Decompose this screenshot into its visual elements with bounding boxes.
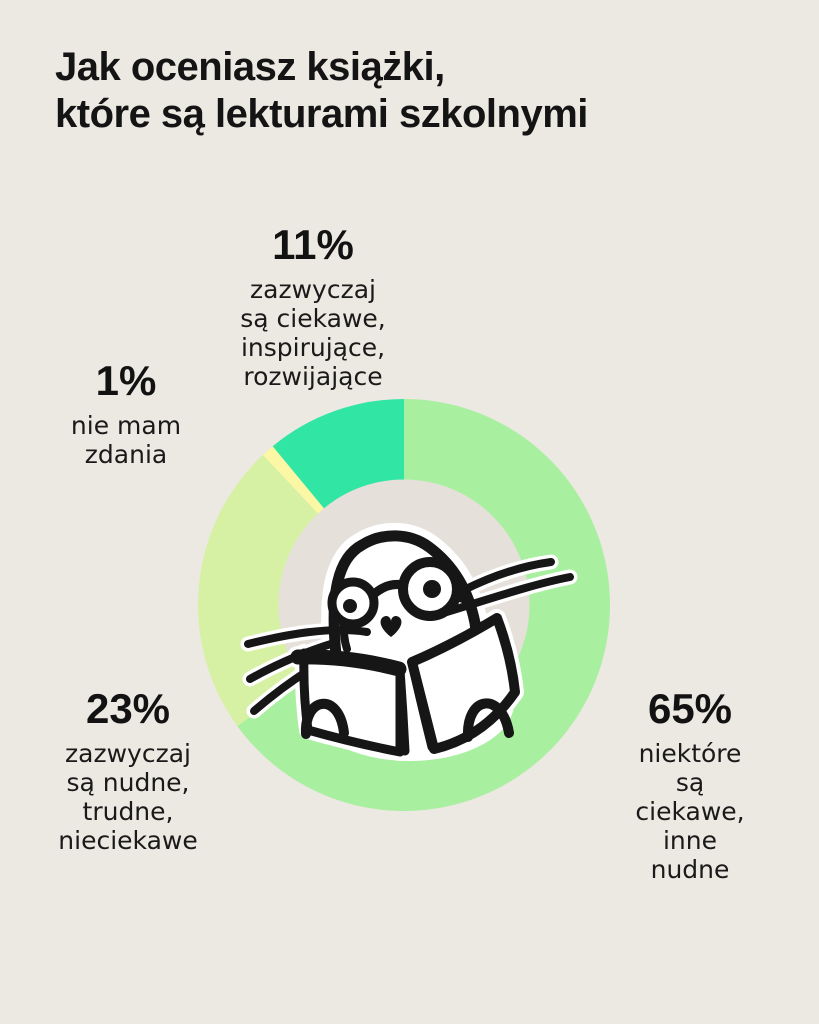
percent-value-11: 11% (272, 221, 354, 268)
callout-65-text: niektóre są ciekawe, inne nudne (626, 739, 755, 884)
book-spine-right (407, 658, 437, 752)
whisker-right-1 (460, 558, 555, 594)
donut-slice-1pct (262, 446, 325, 514)
callout-1-text: nie mam zdania (71, 411, 181, 469)
callout-line: nie mam (70, 411, 182, 440)
callout-line: zdania (84, 440, 168, 469)
percent-value-23: 23% (85, 685, 171, 732)
percent-value-1: 1% (95, 357, 157, 404)
callout-65: 65% niektóre są ciekawe, inne nudne (626, 685, 755, 885)
callout-line: są nudne, (66, 768, 190, 797)
callout-line: nieciekawe (58, 826, 198, 855)
callout-line: inspirujące, (240, 333, 386, 362)
callout-line: niektóre (638, 739, 742, 768)
cat-left-eye (343, 599, 357, 613)
cat-right-eye (423, 580, 441, 598)
cat-reading-book-illustration (240, 522, 578, 761)
cat-paws (300, 698, 514, 742)
donut-chart (197, 399, 611, 811)
page-title-line2: które są lekturami szkolnymi (55, 92, 588, 136)
whisker-left-1 (244, 626, 371, 648)
callout-line: są ciekawe, (635, 768, 745, 826)
callout-line: zazwyczaj (250, 275, 376, 304)
callout-line: zazwyczaj (65, 739, 191, 768)
callout-23: 23% zazwyczaj są nudne, trudne, niecieka… (58, 685, 197, 856)
cat-heart-nose (380, 615, 402, 637)
callout-11-text: zazwyczaj są ciekawe, inspirujące, rozwi… (240, 275, 386, 391)
donut-chart-container (184, 385, 624, 825)
glasses-temple (452, 593, 477, 609)
callout-23-text: zazwyczaj są nudne, trudne, nieciekawe (58, 739, 197, 855)
book-top-edge (290, 649, 407, 677)
callout-11: 11% zazwyczaj są ciekawe, inspirujące, r… (240, 221, 386, 392)
paw-left (300, 698, 349, 739)
callout-line: rozwijające (243, 362, 383, 391)
callout-1: 1% nie mam zdania (71, 357, 181, 470)
paw-right (462, 698, 514, 742)
page-title-line1: Jak oceniasz książki, (55, 45, 445, 89)
callout-line: inne nudne (650, 826, 730, 884)
percent-value-65: 65% (647, 685, 733, 732)
book-spine-left (395, 665, 410, 756)
callout-line: są ciekawe, (240, 304, 386, 333)
whisker-left-2 (246, 639, 338, 683)
donut-slice-11pct (272, 399, 404, 509)
callout-line: trudne, (82, 797, 174, 826)
glasses-bridge (368, 580, 408, 600)
page-title: Jak oceniasz książki, które są lekturami… (55, 44, 588, 138)
